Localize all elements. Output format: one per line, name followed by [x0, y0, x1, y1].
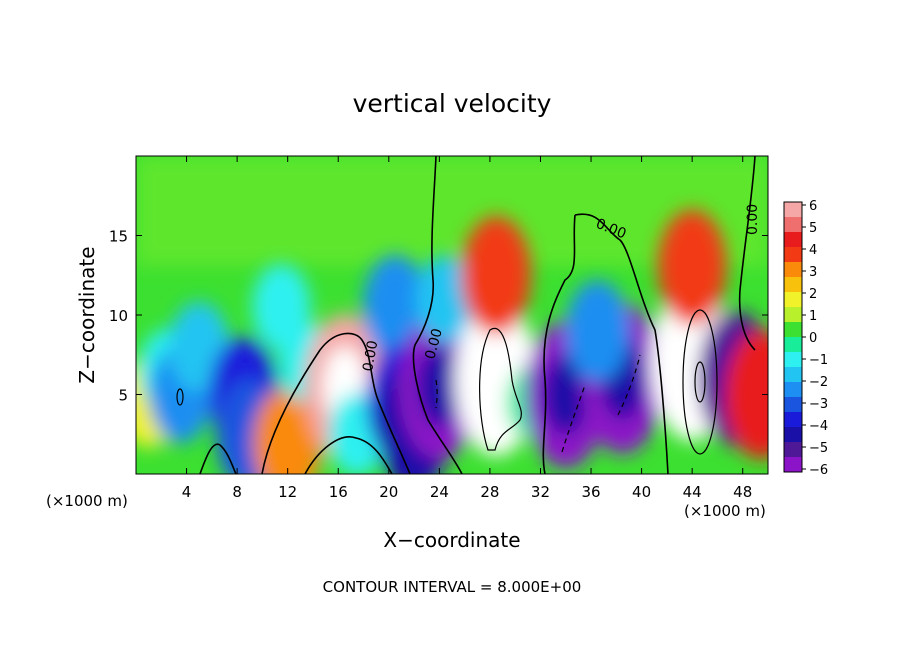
colorbar-swatch: [784, 292, 802, 308]
colorbar-tick-label: 2: [809, 287, 817, 302]
colorbar-tick-label: 3: [809, 265, 817, 280]
negative-contour: [561, 384, 586, 453]
colorbar-swatch: [784, 262, 802, 278]
velocity-cells: [136, 209, 768, 474]
colorbar-swatch: [784, 232, 802, 248]
colorbar-swatch: [784, 367, 802, 383]
x-tick-label: 28: [480, 483, 499, 501]
zero-contour-line: [261, 332, 411, 474]
contour-labels: 0.00 0.00 0.00 0.00: [360, 204, 761, 373]
colorbar-swatch: [784, 247, 802, 263]
colorbar-tick-label: −3: [809, 397, 828, 412]
y-axis-label: Z−coordinate: [75, 246, 99, 383]
colorbar-tick-label: −4: [809, 419, 828, 434]
contour-label: 0.00: [745, 204, 761, 235]
negative-contour: [435, 379, 438, 409]
x-axis: 4 8 12 16 20 24 28 32 36 40 44 48: [182, 156, 752, 501]
colorbar-tick-label: 4: [809, 243, 817, 258]
chart-title: vertical velocity: [353, 89, 552, 118]
colorbar-swatch: [784, 307, 802, 323]
heatmap-cell: [724, 329, 768, 460]
heatmap-cell: [362, 254, 428, 360]
contour-loop: [176, 388, 184, 406]
heatmap-cell: [461, 216, 532, 335]
colorbar-swatch: [784, 337, 802, 353]
x-tick-label: 12: [278, 483, 297, 501]
zero-contours: [176, 156, 756, 474]
x-tick-label: 4: [182, 483, 192, 501]
x-tick-label: 48: [733, 483, 752, 501]
y-tick-label: 5: [118, 387, 128, 405]
colorbar-swatch: [784, 412, 802, 428]
x-unit-left: (×1000 m): [46, 492, 128, 510]
colorbar-swatch: [784, 277, 802, 293]
colorbar-swatch: [784, 457, 802, 473]
colorbar: 6 5 4 3 2 1 0 −1 −2 −3 −4 −5 −6: [783, 199, 828, 478]
y-tick-label: 10: [109, 307, 128, 325]
negative-contour: [617, 354, 641, 416]
contour-interval-note: CONTOUR INTERVAL = 8.000E+00: [323, 578, 582, 596]
contour-loop: [694, 361, 706, 403]
colorbar-swatch: [784, 217, 802, 233]
heatmap-cell-core: [543, 353, 588, 436]
colorbar-tick-label: 0: [809, 331, 817, 346]
colorbar-tick-label: −2: [809, 375, 828, 390]
x-tick-label: 24: [430, 483, 449, 501]
x-tick-label: 8: [232, 483, 242, 501]
zero-contour-line: [574, 213, 669, 474]
zero-contour-line: [304, 436, 393, 474]
colorbar-tick-label: 6: [809, 199, 817, 214]
x-axis-label: X−coordinate: [383, 528, 520, 552]
colorbar-tick-label: −1: [809, 353, 828, 368]
colorbar-tick-label: 5: [809, 221, 817, 236]
heatmap-cell: [565, 280, 630, 382]
x-tick-label: 44: [683, 483, 702, 501]
heatmap-cell-core: [417, 346, 462, 427]
colorbar-swatch: [784, 352, 802, 368]
contour-loop: [479, 327, 522, 451]
colorbar-swatch: [784, 202, 802, 218]
colorbar-tick-label: −5: [809, 441, 828, 456]
colorbar-swatch: [784, 382, 802, 398]
y-axis: 5 10 15: [109, 228, 768, 405]
x-tick-label: 32: [531, 483, 550, 501]
colorbar-swatch: [784, 427, 802, 443]
x-unit-right: (×1000 m): [684, 502, 766, 520]
contour-label: 0.00: [422, 327, 446, 361]
colorbar-tick-label: 1: [809, 309, 817, 324]
x-tick-label: 16: [329, 483, 348, 501]
x-tick-label: 36: [581, 483, 600, 501]
colorbar-swatch: [784, 397, 802, 413]
y-tick-label: 15: [109, 228, 128, 246]
zero-contour-line: [738, 156, 756, 351]
heatmap-cell: [253, 387, 322, 474]
heatmap-cell: [416, 255, 476, 343]
x-tick-label: 20: [379, 483, 398, 501]
colorbar-swatch: [784, 442, 802, 458]
x-tick-label: 40: [632, 483, 651, 501]
colorbar-swatch: [784, 322, 802, 338]
zero-contour-line: [199, 443, 237, 474]
zero-contour-line: [412, 156, 463, 474]
colorbar-tick-label: −6: [809, 463, 828, 478]
zero-contour-line: [542, 214, 576, 474]
contour-label: 0.00: [360, 339, 381, 372]
contour-loop: [682, 309, 718, 455]
plot-area: 0.00 0.00 0.00 0.00: [136, 156, 768, 474]
heatmap-cell: [657, 209, 727, 326]
